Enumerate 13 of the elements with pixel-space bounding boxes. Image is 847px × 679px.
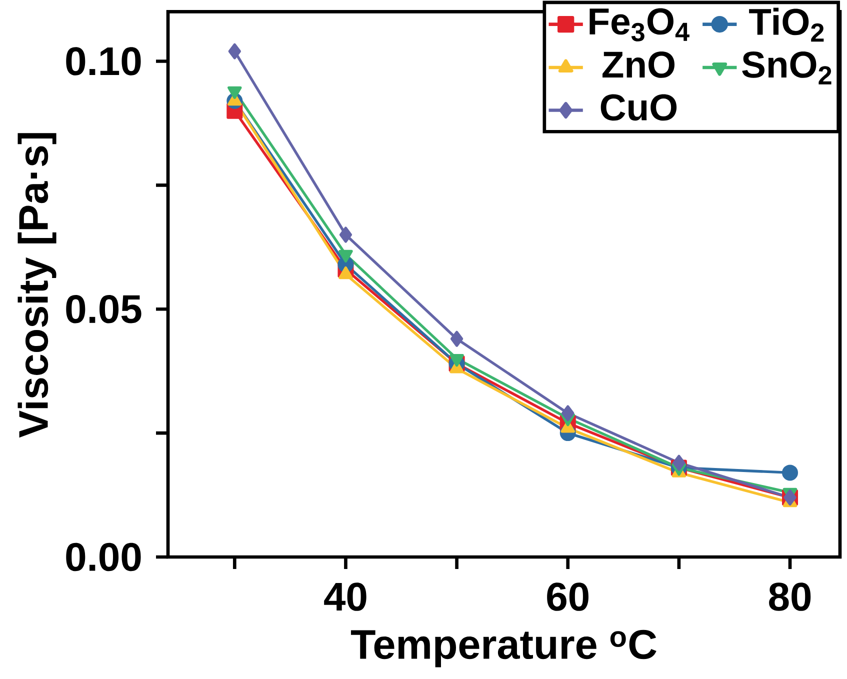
legend-label: CuO: [600, 94, 677, 121]
y-axis-title: Viscosity [Pa·s]: [18, 133, 56, 438]
y-tick-label: 0.00: [66, 542, 141, 572]
x-tick-label: 60: [547, 582, 588, 611]
legend-label: SnO$_{2}$: [742, 51, 832, 84]
x-axis-title: Temperature $^{o}$C: [350, 630, 656, 668]
legend-label: TiO$_{2}$: [749, 8, 824, 42]
legend-label: Fe$_{3}$O$_{4}$: [590, 8, 690, 42]
x-tick-label: 40: [324, 582, 366, 611]
y-tick-label: 0.10: [66, 47, 141, 76]
y-tick-label: 0.05: [66, 294, 142, 324]
x-tick-label: 80: [769, 582, 811, 611]
legend-label: ZnO: [602, 51, 674, 78]
